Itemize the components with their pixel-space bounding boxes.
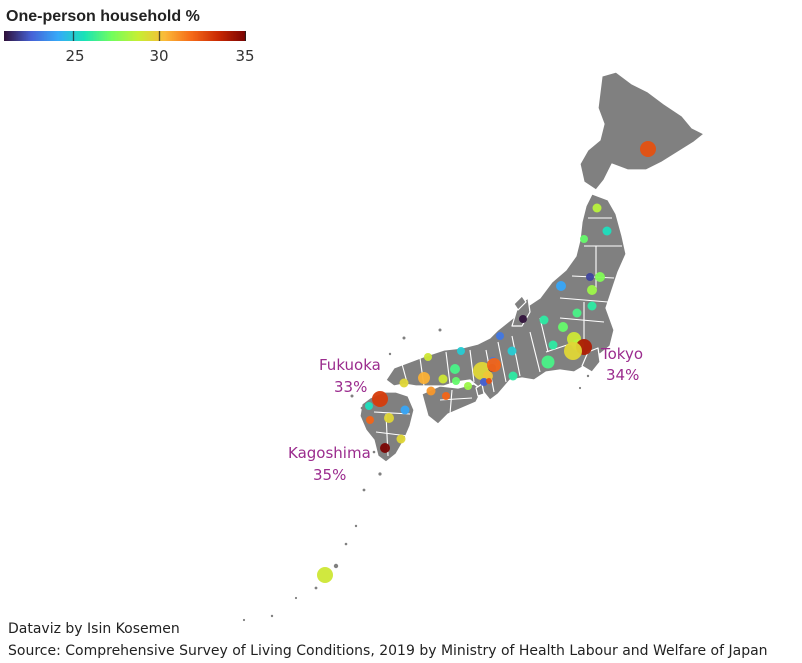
bubble-kyoto — [487, 358, 501, 372]
border-line — [529, 331, 541, 373]
tick-label-25: 25 — [65, 47, 85, 65]
bubble-wakayama — [486, 378, 492, 384]
island — [333, 563, 339, 569]
bubble-ibaraki — [587, 301, 597, 311]
bubble-saga — [365, 402, 373, 410]
island — [242, 618, 246, 622]
bubble-mie — [508, 371, 518, 381]
bubble-shizuoka — [541, 355, 555, 369]
island — [378, 472, 382, 476]
island — [344, 542, 348, 546]
tick-label-30: 30 — [149, 47, 169, 65]
border-line — [539, 317, 549, 353]
bubble-niigata — [556, 281, 566, 291]
legend-title: One-person household % — [6, 8, 200, 25]
bubble-tochigi — [572, 308, 582, 318]
bubble-toyama — [519, 315, 527, 323]
land-awaji — [475, 383, 485, 397]
island — [402, 336, 406, 340]
bubble-miyazaki — [396, 434, 406, 444]
bubble-miyagi — [595, 272, 605, 282]
island — [270, 614, 274, 618]
island — [350, 394, 354, 398]
border-line — [449, 389, 453, 415]
bubble-oita — [400, 405, 410, 415]
bubble-tottori — [457, 347, 465, 355]
bubble-akita — [580, 235, 588, 243]
bubble-ishikawa — [539, 315, 549, 325]
bubble-ehime — [426, 386, 436, 396]
border-line — [469, 349, 475, 383]
island — [294, 596, 298, 600]
border-line — [559, 297, 609, 303]
credit-author: Dataviz by Isin Kosemen — [8, 621, 180, 637]
bubble-kanagawa — [564, 342, 582, 360]
island — [314, 586, 318, 590]
island — [354, 524, 358, 528]
bubble-okayama — [452, 377, 460, 385]
island — [388, 352, 392, 356]
bubble-hokkaido — [640, 141, 656, 157]
color-scale-bar — [4, 31, 246, 41]
bubble-nagasaki — [366, 416, 374, 424]
bubble-iwate — [602, 226, 612, 236]
bubble-fukuoka — [372, 391, 388, 407]
prefecture-boundaries — [373, 217, 622, 457]
prefecture-bubbles — [317, 141, 656, 583]
bubble-kagawa — [464, 382, 472, 390]
island — [586, 374, 590, 378]
land-shikoku — [421, 383, 483, 425]
bubble-yamagata — [586, 273, 594, 281]
island — [360, 406, 364, 410]
bubble-kagoshima — [380, 443, 390, 453]
japan-landmass — [359, 71, 705, 463]
land-hokkaido — [579, 71, 705, 191]
island — [438, 328, 442, 332]
islands — [242, 328, 590, 622]
bubble-nagano — [507, 346, 517, 356]
bubble-okinawa — [317, 567, 333, 583]
border-line — [497, 341, 507, 383]
bubble-yamaguchi — [399, 378, 409, 388]
island — [372, 450, 376, 454]
bubble-hiroshima — [418, 372, 430, 384]
tick-label-35: 35 — [235, 47, 255, 65]
border-line — [511, 335, 521, 377]
label-kagoshima-name: Kagoshima — [288, 444, 371, 462]
bubble-hyogo — [450, 364, 460, 374]
label-kagoshima-value: 35% — [313, 466, 346, 484]
bubble-kochi — [442, 392, 450, 400]
island — [362, 488, 366, 492]
island — [578, 386, 582, 390]
bubble-yamanashi — [548, 340, 558, 350]
bubble-fukushima — [587, 285, 597, 295]
label-fukuoka-value: 33% — [334, 378, 367, 396]
bubble-aomori — [592, 203, 602, 213]
bubble-tokushima — [438, 374, 448, 384]
label-tokyo-value: 34% — [606, 366, 639, 384]
border-line — [445, 351, 451, 385]
bubble-gunma — [558, 322, 568, 332]
land-sado — [513, 295, 527, 311]
bubble-kumamoto — [384, 413, 394, 423]
label-fukuoka-name: Fukuoka — [319, 356, 381, 374]
border-line — [559, 317, 605, 323]
land-boso — [581, 347, 601, 373]
credit-source: Source: Comprehensive Survey of Living C… — [8, 643, 768, 659]
bubble-shimane — [424, 353, 432, 361]
label-tokyo-name: Tokyo — [600, 345, 643, 363]
bubble-fukui — [496, 332, 504, 340]
border-line — [545, 343, 571, 353]
bubble-nara — [480, 378, 488, 386]
